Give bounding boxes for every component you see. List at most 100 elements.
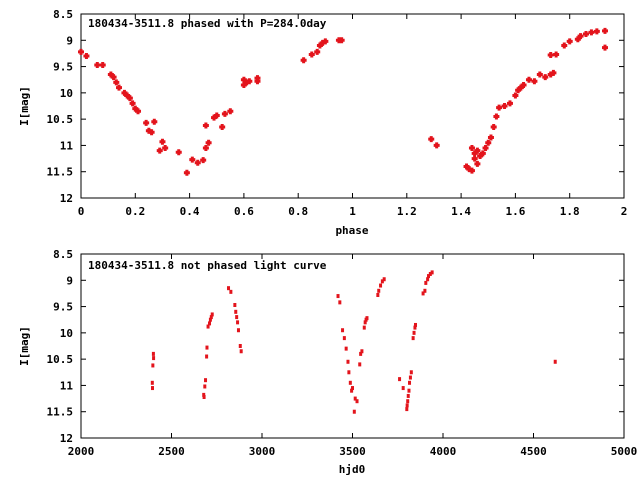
data-point — [175, 149, 182, 156]
data-point — [208, 321, 212, 326]
data-point — [493, 113, 500, 120]
data-point — [205, 139, 212, 146]
data-point — [479, 150, 486, 157]
data-point — [235, 315, 239, 320]
data-point — [542, 74, 549, 81]
data-point — [159, 138, 166, 145]
data-point — [94, 61, 101, 68]
x-tick-label: 2000 — [68, 445, 95, 458]
data-point — [352, 409, 356, 414]
data-point — [254, 78, 261, 85]
data-point — [413, 325, 417, 330]
data-point — [213, 112, 220, 119]
data-point — [150, 386, 154, 391]
data-point — [300, 57, 307, 64]
data-point — [234, 309, 238, 314]
data-point — [351, 386, 354, 391]
y-tick-label: 11.5 — [47, 166, 74, 179]
data-point — [110, 74, 117, 81]
data-point — [593, 28, 600, 35]
plot-frame — [80, 253, 625, 439]
data-point — [401, 386, 405, 391]
data-point — [358, 362, 362, 367]
data-point — [553, 51, 560, 58]
data-point — [194, 159, 201, 166]
data-point — [202, 122, 209, 129]
data-point — [227, 108, 234, 115]
data-point — [426, 277, 430, 282]
y-tick-label: 12 — [60, 192, 73, 205]
data-point — [227, 286, 231, 291]
x-tick-label: 1.2 — [397, 205, 417, 218]
x-tick-label: 2500 — [158, 445, 185, 458]
data-point — [411, 336, 415, 341]
x-axis-label: hjd0 — [339, 463, 366, 476]
data-point — [536, 71, 543, 78]
data-point — [336, 294, 340, 299]
data-point — [405, 407, 409, 412]
data-point — [208, 317, 212, 322]
x-tick-label: 0 — [78, 205, 85, 218]
data-point — [433, 142, 440, 149]
data-point — [550, 69, 557, 76]
x-tick-label: 0.4 — [180, 205, 200, 218]
data-point — [428, 136, 435, 143]
data-point — [350, 388, 354, 393]
data-point — [525, 76, 532, 83]
data-point — [405, 403, 409, 408]
y-tick-label: 11 — [60, 139, 74, 152]
data-point — [342, 336, 346, 341]
data-point — [485, 139, 492, 146]
data-point — [553, 359, 557, 364]
data-point — [338, 37, 345, 44]
plot-frame — [80, 13, 625, 199]
data-point — [376, 293, 380, 298]
data-point — [380, 279, 384, 284]
data-point — [353, 396, 357, 401]
data-point — [347, 370, 351, 375]
data-point — [233, 302, 237, 307]
x-tick-label: 0.6 — [234, 205, 254, 218]
x-tick-label: 5000 — [611, 445, 638, 458]
data-point — [238, 344, 242, 348]
data-point — [129, 100, 136, 107]
data-point — [210, 312, 214, 317]
y-tick-label: 11 — [60, 379, 74, 392]
data-point — [126, 95, 133, 102]
data-point — [487, 134, 494, 141]
y-tick-label: 10.5 — [47, 353, 74, 366]
y-axis-label: I[mag] — [18, 86, 31, 126]
y-tick-label: 9.5 — [53, 61, 73, 74]
data-point — [377, 288, 381, 293]
data-point — [506, 100, 513, 107]
data-point — [406, 399, 410, 404]
data-point — [135, 108, 142, 115]
data-point — [490, 124, 497, 131]
data-points — [78, 27, 608, 176]
data-point — [239, 349, 243, 354]
data-point — [348, 380, 352, 385]
data-point — [427, 274, 431, 279]
data-point — [203, 384, 207, 389]
data-point — [468, 145, 475, 152]
data-point — [116, 84, 123, 91]
data-point — [83, 53, 90, 60]
data-point — [566, 38, 573, 45]
data-point — [601, 44, 608, 51]
y-tick-label: 10 — [60, 87, 73, 100]
y-tick-label: 11.5 — [47, 406, 74, 419]
data-point — [143, 119, 150, 126]
data-point — [152, 356, 156, 361]
data-point — [206, 324, 210, 329]
data-point — [202, 394, 206, 399]
data-point — [202, 145, 209, 152]
data-point — [474, 160, 481, 167]
data-point — [341, 328, 345, 333]
data-point — [202, 392, 206, 397]
y-tick-label: 8.5 — [53, 8, 73, 21]
data-point — [219, 124, 226, 131]
x-tick-label: 4000 — [430, 445, 457, 458]
data-point — [236, 320, 240, 325]
data-point — [236, 328, 240, 333]
data-point — [601, 27, 608, 34]
